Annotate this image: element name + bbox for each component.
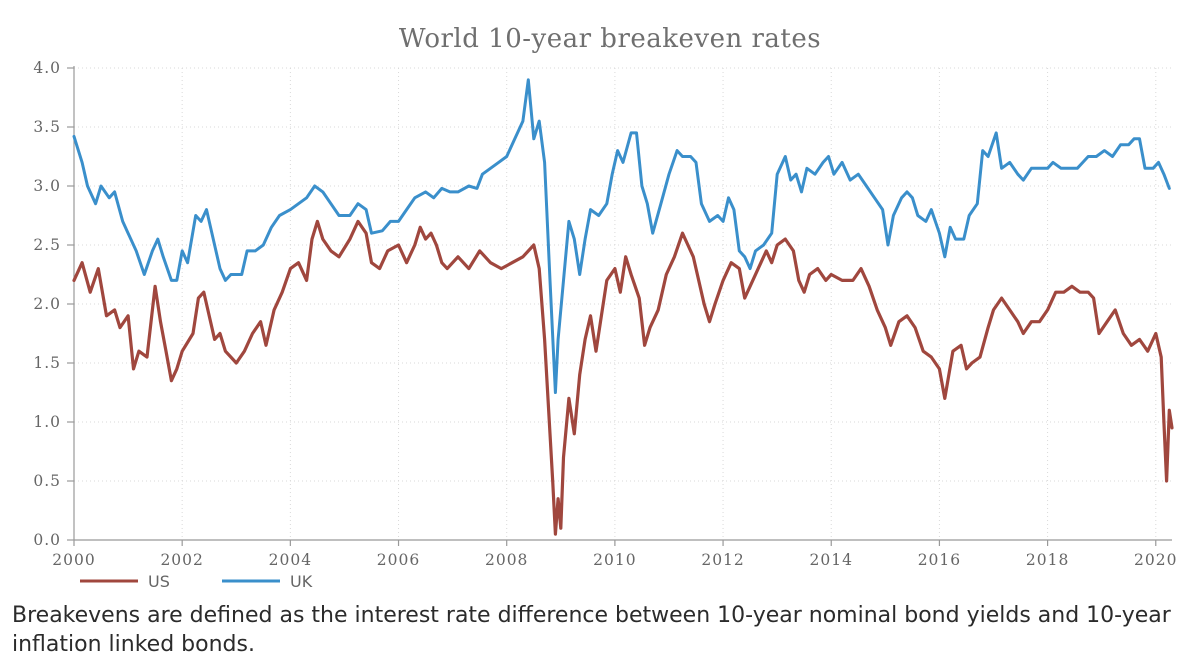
y-tick-label: 0.5 (33, 472, 61, 490)
x-tick-label: 2014 (810, 551, 853, 569)
legend-label-uk: UK (290, 572, 313, 591)
axes: 0.0 0.5 1.0 1.5 2.0 2.5 3.0 3.5 4.0 2000 2002 2004 2… (33, 59, 1177, 569)
chart: World 10-year breakeven rates 0.0 0.5 1.0 1… (33, 24, 1177, 591)
x-tick-label: 2020 (1134, 551, 1177, 569)
y-tick-label: 2.0 (33, 295, 61, 313)
legend: US UK (80, 572, 313, 591)
x-tick-label: 2000 (52, 551, 95, 569)
x-tick-label: 2004 (269, 551, 312, 569)
x-tick-label: 2006 (377, 551, 420, 569)
y-tick-label: 0.0 (33, 531, 61, 549)
x-tick-label: 2010 (593, 551, 636, 569)
y-tick-label: 2.5 (33, 236, 61, 254)
series-line-uk (72, 78, 1171, 394)
y-tick-label: 4.0 (33, 59, 61, 77)
x-tick-label: 2012 (701, 551, 744, 569)
x-tick-label: 2002 (160, 551, 203, 569)
series-line-us (72, 219, 1174, 536)
gridlines (74, 67, 1172, 540)
y-tick-label: 1.5 (33, 354, 61, 372)
x-tick-label: 2008 (485, 551, 528, 569)
footnote: Breakevens are defined as the interest r… (12, 603, 1171, 657)
x-tick-label: 2016 (918, 551, 961, 569)
chart-title: World 10-year breakeven rates (399, 24, 821, 54)
legend-label-us: US (148, 572, 170, 591)
x-tick-label: 2018 (1026, 551, 1069, 569)
y-tick-label: 3.5 (33, 118, 61, 136)
y-tick-label: 3.0 (33, 177, 61, 195)
series-lines (72, 78, 1174, 536)
y-tick-label: 1.0 (33, 413, 61, 431)
